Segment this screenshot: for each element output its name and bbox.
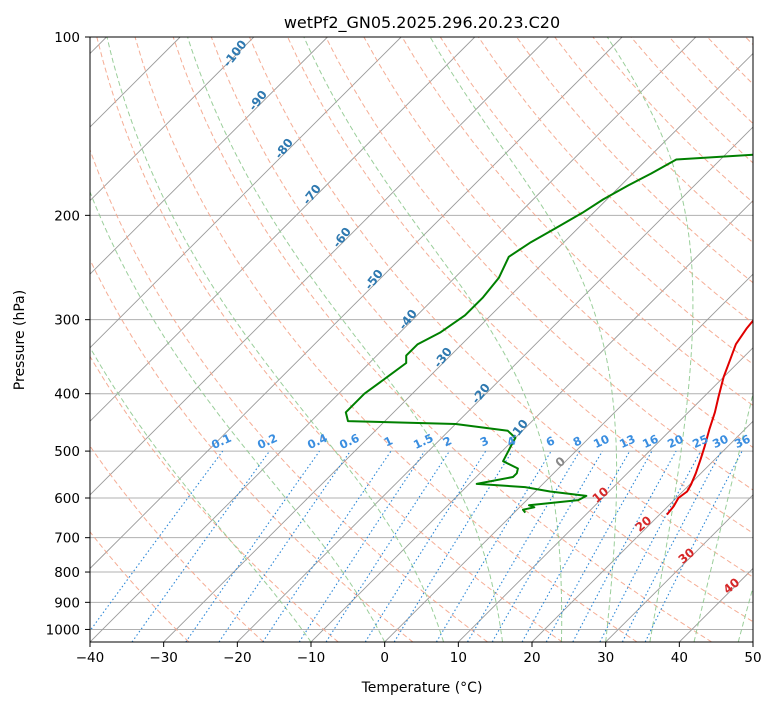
x-axis-label: Temperature (°C) [361, 680, 483, 696]
y-axis-tick-label: 700 [54, 531, 80, 547]
mixing-ratio-line [393, 450, 513, 642]
dry-adiabat-line [90, 355, 339, 642]
y-axis-tick-label: 300 [54, 313, 80, 329]
mixing-ratio-line [262, 450, 392, 642]
mixing-ratio-line [325, 450, 450, 642]
isotherm-line [605, 494, 753, 642]
x-axis-tick-label: 0 [380, 650, 389, 666]
isotherm-line [237, 126, 753, 642]
x-axis-tick-label: −40 [76, 650, 105, 666]
y-axis-tick-label: 200 [54, 208, 80, 224]
y-axis-tick-label: 800 [54, 565, 80, 581]
isotherm-line [90, 37, 697, 642]
mixing-ratio-line [90, 450, 224, 632]
dry-adiabat-line [172, 37, 712, 642]
dry-adiabat-line [516, 37, 753, 284]
moist-adiabat-line [106, 37, 445, 642]
moist-adiabat-line [90, 190, 386, 642]
y-axis-tick-label: 500 [54, 444, 80, 460]
isotherm-line [90, 37, 476, 422]
dry-adiabat-line [210, 37, 753, 623]
dry-adiabat-line [90, 148, 488, 642]
mixing-ratio-label: 10 [591, 432, 611, 451]
x-axis-tick-label: 40 [671, 650, 688, 666]
mixing-ratio-line [545, 450, 653, 642]
dry-adiabat-line [96, 37, 563, 642]
x-axis-tick-label: −30 [149, 650, 178, 666]
dewpoint-profile-line [344, 153, 753, 514]
mixing-ratio-label: 16 [640, 432, 660, 451]
isotherm-line [90, 37, 623, 570]
chart-title: wetPf2_GN05.2025.296.20.23.C20 [284, 13, 560, 33]
x-axis-tick-label: 50 [744, 650, 761, 666]
dry-adiabat-line [134, 37, 638, 642]
mixing-ratio-line [521, 450, 631, 642]
dry-adiabat-line [90, 531, 190, 642]
y-axis-tick-label: 400 [54, 387, 80, 403]
y-axis-tick-label: 100 [54, 30, 80, 46]
mixing-ratio-label: 36 [732, 432, 752, 451]
isotherm-line [90, 37, 549, 496]
moist-adiabat-line [606, 37, 694, 642]
mixing-ratio-label: 13 [617, 432, 637, 451]
x-axis-tick-label: 20 [523, 650, 540, 666]
isotherm-line [458, 347, 753, 642]
mixing-ratio-label: 20 [665, 432, 685, 451]
x-axis-tick-label: 10 [450, 650, 467, 666]
dry-adiabat-line [401, 37, 753, 407]
moist-adiabat-line [187, 37, 503, 642]
mixing-ratio-label: 30 [710, 432, 730, 451]
dry-adiabat-line [439, 37, 753, 365]
isotherm-line [163, 52, 753, 642]
isotherm-line [90, 37, 402, 349]
moist-adiabat-line [429, 37, 618, 642]
mixing-ratio-line [298, 450, 426, 642]
isotherm-line [90, 37, 328, 275]
plot-frame [89, 36, 754, 643]
x-axis-tick-label: 30 [597, 650, 614, 666]
mixing-ratio-line [644, 450, 743, 642]
moist-adiabat-line [90, 346, 312, 642]
dry-adiabat-line [90, 445, 264, 642]
mixing-ratio-line [218, 450, 351, 642]
mixing-ratio-line [364, 450, 487, 642]
moist-adiabat-line [693, 391, 753, 642]
moist-adiabat-line [737, 585, 753, 642]
isotherm-line [384, 273, 753, 642]
mixing-ratio-label: 25 [690, 432, 710, 451]
temperature-profile-line [666, 319, 753, 516]
x-axis-tick-label: −10 [297, 650, 326, 666]
y-axis-tick-label: 1000 [46, 622, 80, 638]
dry-adiabat-line [90, 258, 414, 642]
mixing-ratio-line [185, 450, 320, 642]
isotherm-line [90, 37, 255, 202]
dry-adiabat-line [325, 37, 753, 491]
y-axis-label: Pressure (hPa) [12, 290, 28, 390]
y-axis-tick-label: 600 [54, 491, 80, 507]
moist-adiabat-line [303, 37, 563, 642]
dry-adiabat-line [249, 37, 753, 578]
isotherm-line [531, 420, 753, 642]
series-layer [344, 153, 753, 516]
y-axis-tick-label: 900 [54, 595, 80, 611]
x-axis-tick-label: −20 [223, 650, 252, 666]
grid-layer [90, 37, 753, 642]
axis-layer: −40 −30 −20 −10 0 10 20 30 40 50 1000 900 800 700 600 5… [46, 30, 762, 666]
mixing-ratio-line [131, 450, 270, 642]
mixing-ratio-line [572, 450, 677, 642]
